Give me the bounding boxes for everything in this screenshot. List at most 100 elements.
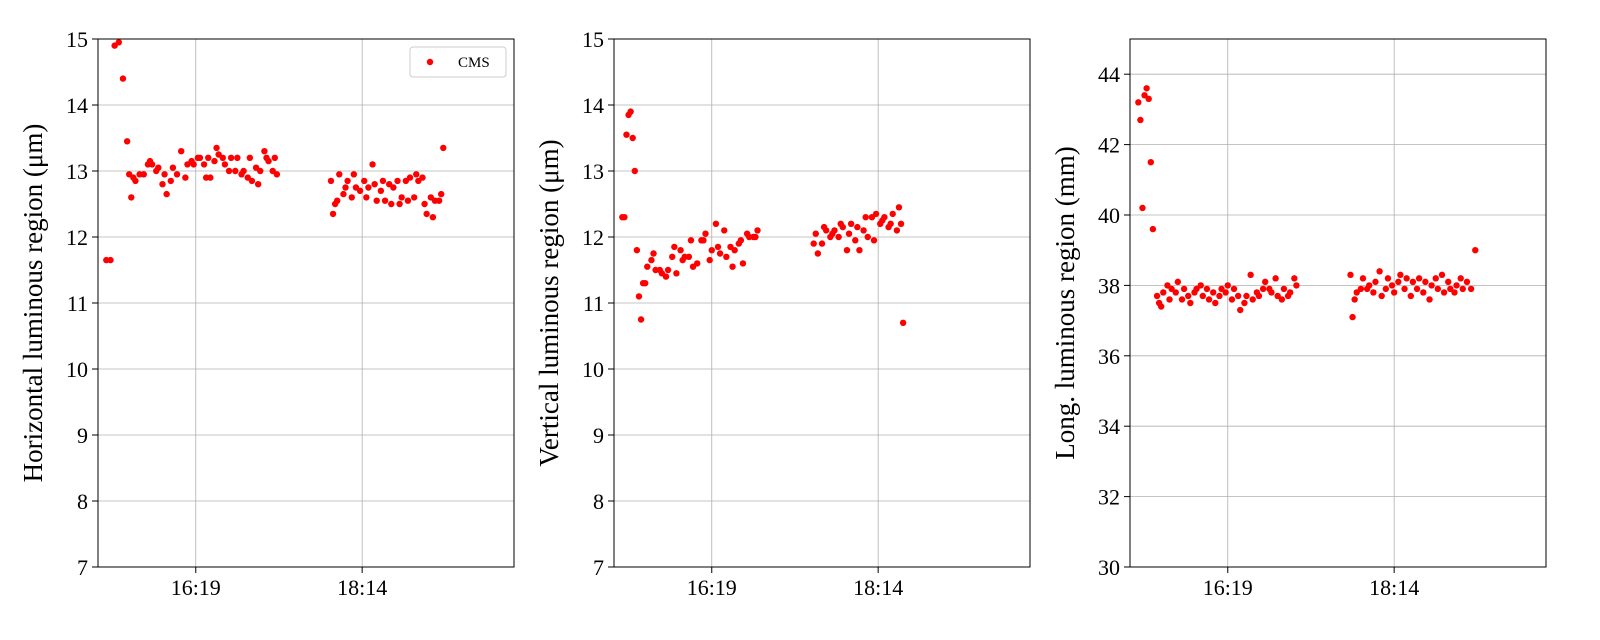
data-point <box>390 184 397 191</box>
data-point <box>1397 271 1404 279</box>
data-point <box>173 171 181 178</box>
data-point <box>1241 299 1248 307</box>
data-point <box>169 164 177 171</box>
data-points <box>619 108 907 326</box>
data-point <box>1291 275 1298 282</box>
data-point <box>155 164 162 171</box>
data-point <box>1434 285 1442 293</box>
data-point <box>839 223 846 231</box>
data-point <box>379 177 387 185</box>
data-point <box>394 177 401 185</box>
data-point <box>822 227 830 234</box>
data-point <box>1147 159 1155 166</box>
data-point <box>167 177 174 185</box>
y-tick-label: 9 <box>593 423 604 448</box>
data-point <box>895 204 903 211</box>
data-point <box>119 75 127 82</box>
data-point <box>860 227 867 234</box>
data-point <box>864 233 871 241</box>
data-point <box>1415 275 1423 282</box>
data-point <box>737 237 745 244</box>
y-tick-label: 12 <box>582 225 604 250</box>
data-point <box>650 250 657 257</box>
data-point <box>810 240 817 247</box>
data-point <box>257 167 264 175</box>
y-tick-label: 30 <box>1098 555 1120 580</box>
data-point <box>419 174 426 181</box>
data-point <box>334 197 341 204</box>
data-point <box>752 233 759 241</box>
data-point <box>1205 296 1213 303</box>
data-point <box>1135 99 1142 106</box>
data-point <box>1199 292 1207 300</box>
data-point <box>128 194 135 201</box>
data-point <box>200 161 208 168</box>
data-point <box>635 293 643 300</box>
data-point <box>140 171 147 178</box>
data-point <box>159 181 166 188</box>
y-tick-label: 9 <box>77 423 88 448</box>
data-point <box>633 247 641 254</box>
y-tick-label: 11 <box>583 291 604 316</box>
data-point <box>872 210 880 218</box>
data-point <box>708 247 715 254</box>
data-point <box>225 167 233 175</box>
data-point <box>1351 296 1358 303</box>
data-point <box>1187 299 1194 307</box>
data-point <box>1432 275 1439 282</box>
data-point <box>687 237 695 244</box>
data-point <box>1293 282 1300 289</box>
data-point <box>847 220 855 227</box>
y-tick-label: 13 <box>66 159 88 184</box>
y-tick-label: 8 <box>593 489 604 514</box>
data-point <box>234 154 241 161</box>
y-tick-label: 42 <box>1098 133 1120 158</box>
data-point <box>381 197 389 204</box>
y-tick-label: 38 <box>1098 273 1120 298</box>
data-point <box>1280 285 1288 293</box>
data-point <box>232 167 239 175</box>
data-point <box>831 227 838 234</box>
data-point <box>1166 296 1173 303</box>
data-point <box>388 200 395 208</box>
data-point <box>642 280 649 287</box>
data-point <box>361 177 368 185</box>
data-point <box>694 260 701 267</box>
data-point <box>1137 116 1144 124</box>
data-point <box>1178 296 1186 303</box>
data-point <box>621 214 628 221</box>
data-point <box>413 171 420 178</box>
data-point <box>729 263 736 270</box>
y-tick-label: 7 <box>593 555 604 580</box>
y-tick-label: 8 <box>77 489 88 514</box>
data-point <box>365 184 372 191</box>
data-point <box>1440 289 1448 296</box>
y-tick-label: 13 <box>582 159 604 184</box>
x-tick-label: 18:14 <box>853 575 903 600</box>
data-point <box>1370 289 1377 296</box>
data-point <box>673 270 680 277</box>
data-point <box>835 233 842 241</box>
data-point <box>1463 278 1471 286</box>
data-point <box>205 154 212 161</box>
data-point <box>196 154 204 161</box>
x-tick-label: 16:19 <box>1203 575 1253 600</box>
data-point <box>406 174 414 181</box>
data-point <box>329 210 337 218</box>
data-point <box>723 253 730 260</box>
data-point <box>1378 292 1385 300</box>
data-points <box>103 39 447 264</box>
data-point <box>1228 296 1236 303</box>
data-point <box>881 214 888 221</box>
data-point <box>115 39 123 46</box>
data-point <box>1451 289 1458 296</box>
data-point <box>1366 282 1373 289</box>
data-point <box>623 131 630 138</box>
data-point <box>1286 289 1294 296</box>
plot-frame <box>613 38 1031 568</box>
data-point <box>637 316 645 323</box>
data-point <box>377 187 385 194</box>
y-tick-label: 14 <box>582 93 604 118</box>
data-point <box>1401 285 1408 293</box>
data-point <box>897 220 905 227</box>
